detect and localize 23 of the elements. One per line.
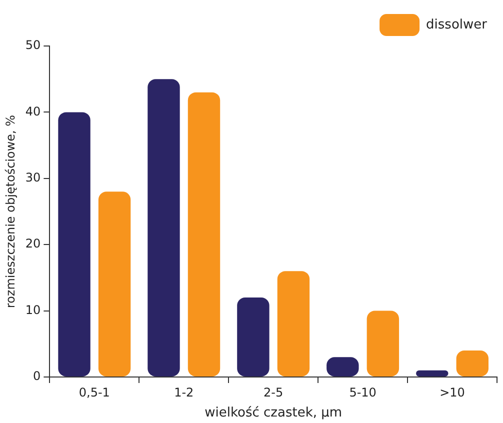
legend-label: dissolwer <box>426 17 488 32</box>
y-tick-label: 30 <box>25 170 41 185</box>
bar <box>188 92 220 376</box>
bar <box>416 370 448 376</box>
y-tick-label: 10 <box>25 302 41 317</box>
bar <box>58 112 90 376</box>
x-tick-label: 5-10 <box>349 385 376 400</box>
x-tick-label: 1-2 <box>174 385 194 400</box>
bar <box>148 79 180 376</box>
x-axis-title: wielkość czastek, µm <box>204 406 342 421</box>
bar <box>237 298 270 376</box>
x-tick-label: >10 <box>440 385 465 400</box>
y-tick-label: 40 <box>25 104 41 118</box>
bar <box>277 271 310 376</box>
bar <box>456 350 488 376</box>
y-tick-label: 20 <box>25 236 41 251</box>
y-tick-label: 0 <box>33 369 41 384</box>
bar <box>366 310 400 376</box>
bar <box>98 192 131 376</box>
x-tick-label: 2-5 <box>264 385 284 400</box>
x-tick-label: 0,5-1 <box>78 385 110 400</box>
y-tick-label: 50 <box>25 38 41 52</box>
y-axis-title: rozmieszczenie objętościowe, % <box>3 114 18 308</box>
